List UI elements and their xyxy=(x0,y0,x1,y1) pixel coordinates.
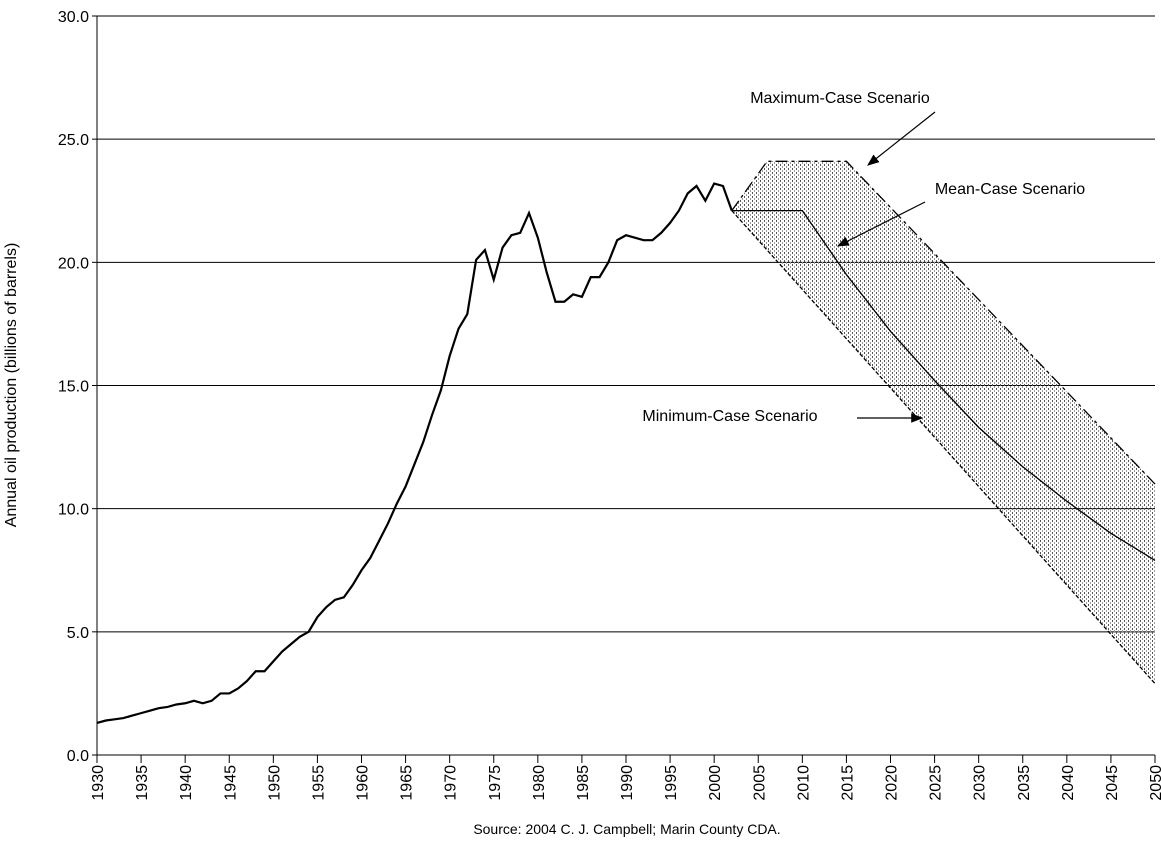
y-tick-label: 25.0 xyxy=(58,132,89,149)
x-tick-label: 2015 xyxy=(839,765,856,801)
x-tick-label: 1990 xyxy=(619,765,636,801)
x-tick-label: 1950 xyxy=(266,765,283,801)
series-line xyxy=(731,210,1156,684)
scenario-band xyxy=(731,161,1155,684)
x-tick-label: 2035 xyxy=(1016,765,1033,801)
x-tick-label: 1940 xyxy=(178,765,195,801)
x-tick-label: 1955 xyxy=(310,765,327,801)
source-note: Source: 2004 C. J. Campbell; Marin Count… xyxy=(473,821,780,837)
x-tick-label: 1970 xyxy=(443,765,460,801)
x-tick-label: 1945 xyxy=(222,765,239,801)
y-tick-label: 10.0 xyxy=(58,502,89,519)
x-tick-label: 2030 xyxy=(972,765,989,801)
annotation-arrow xyxy=(867,111,936,166)
x-tick-label: 1930 xyxy=(90,765,107,801)
y-axis-label: Annual oil production (billions of barre… xyxy=(3,243,20,528)
x-tick-label: 2005 xyxy=(751,765,768,801)
annotation-arrow xyxy=(836,201,926,247)
series-line xyxy=(96,182,733,725)
series-line xyxy=(731,160,1156,485)
x-tick-label: 2000 xyxy=(707,765,724,801)
x-tick-label: 2040 xyxy=(1060,765,1077,801)
x-tick-label: 1965 xyxy=(399,765,416,801)
scenario-label: Minimum-Case Scenario xyxy=(642,408,817,425)
scenario-label: Maximum-Case Scenario xyxy=(750,90,930,107)
x-tick-label: 2050 xyxy=(1148,765,1161,801)
x-tick-label: 1935 xyxy=(134,765,151,801)
y-tick-label: 0.0 xyxy=(67,748,89,765)
y-tick-label: 20.0 xyxy=(58,255,89,272)
x-tick-label: 2025 xyxy=(928,765,945,801)
x-tick-label: 1985 xyxy=(575,765,592,801)
series-line xyxy=(731,209,1156,561)
x-tick-label: 1980 xyxy=(531,765,548,801)
x-tick-label: 2010 xyxy=(795,765,812,801)
x-tick-label: 1975 xyxy=(487,765,504,801)
x-tick-label: 2045 xyxy=(1104,765,1121,801)
x-tick-label: 1960 xyxy=(355,765,372,801)
y-tick-label: 15.0 xyxy=(58,379,89,396)
y-tick-label: 30.0 xyxy=(58,9,89,26)
scenario-label: Mean-Case Scenario xyxy=(935,181,1085,198)
y-tick-label: 5.0 xyxy=(67,625,89,642)
x-tick-label: 2020 xyxy=(884,765,901,801)
x-tick-label: 1995 xyxy=(663,765,680,801)
